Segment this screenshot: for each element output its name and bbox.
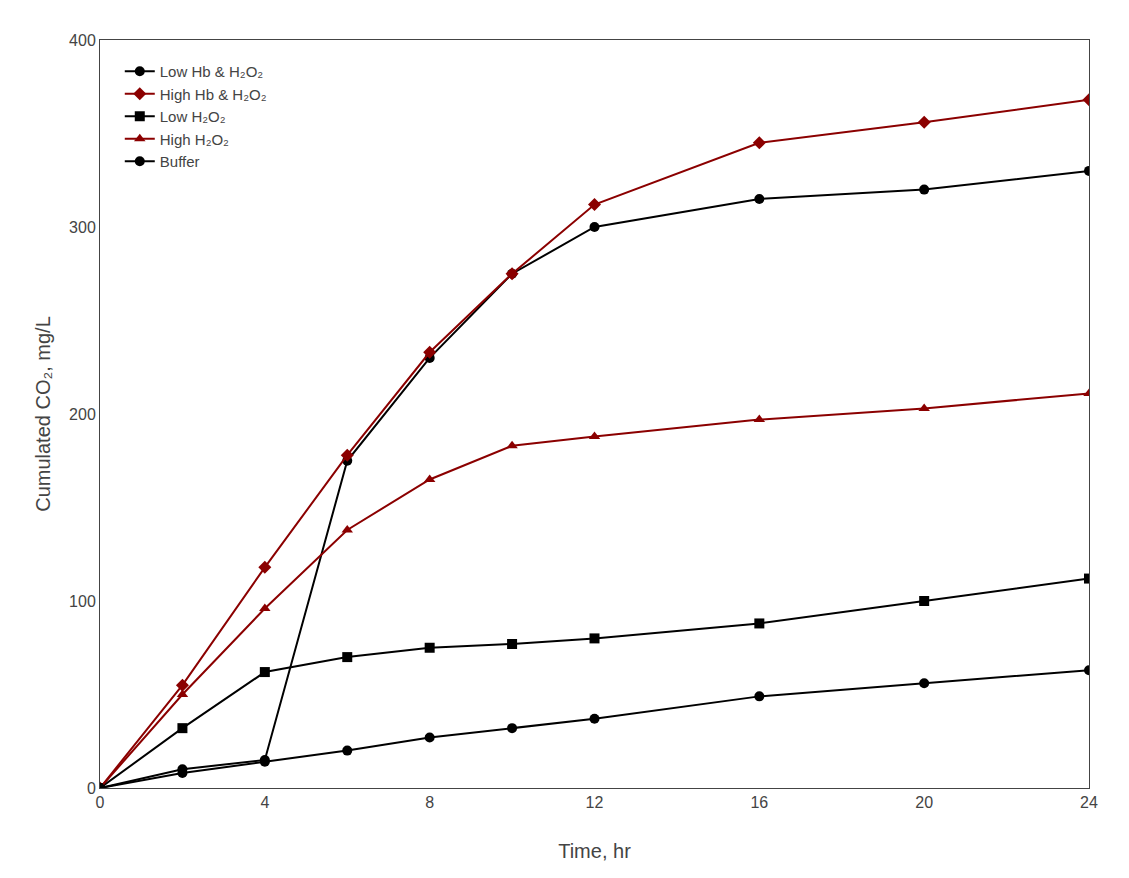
- svg-text:20: 20: [915, 794, 933, 811]
- svg-text:400: 400: [69, 32, 96, 49]
- svg-text:Cumulated CO₂, mg/L: Cumulated CO₂, mg/L: [32, 316, 54, 512]
- svg-text:High Hb & H₂O₂: High Hb & H₂O₂: [160, 86, 267, 103]
- svg-text:Buffer: Buffer: [160, 153, 200, 170]
- svg-text:4: 4: [260, 794, 269, 811]
- svg-text:Time, hr: Time, hr: [558, 840, 631, 862]
- svg-text:12: 12: [586, 794, 604, 811]
- svg-text:24: 24: [1080, 794, 1098, 811]
- svg-text:200: 200: [69, 406, 96, 423]
- svg-text:300: 300: [69, 219, 96, 236]
- svg-text:High H₂O₂: High H₂O₂: [160, 131, 229, 148]
- svg-text:Low Hb & H₂O₂: Low Hb & H₂O₂: [160, 63, 264, 80]
- svg-text:0: 0: [87, 780, 96, 797]
- svg-text:8: 8: [425, 794, 434, 811]
- svg-text:Low H₂O₂: Low H₂O₂: [160, 108, 226, 125]
- svg-text:100: 100: [69, 593, 96, 610]
- svg-text:16: 16: [750, 794, 768, 811]
- svg-text:0: 0: [96, 794, 105, 811]
